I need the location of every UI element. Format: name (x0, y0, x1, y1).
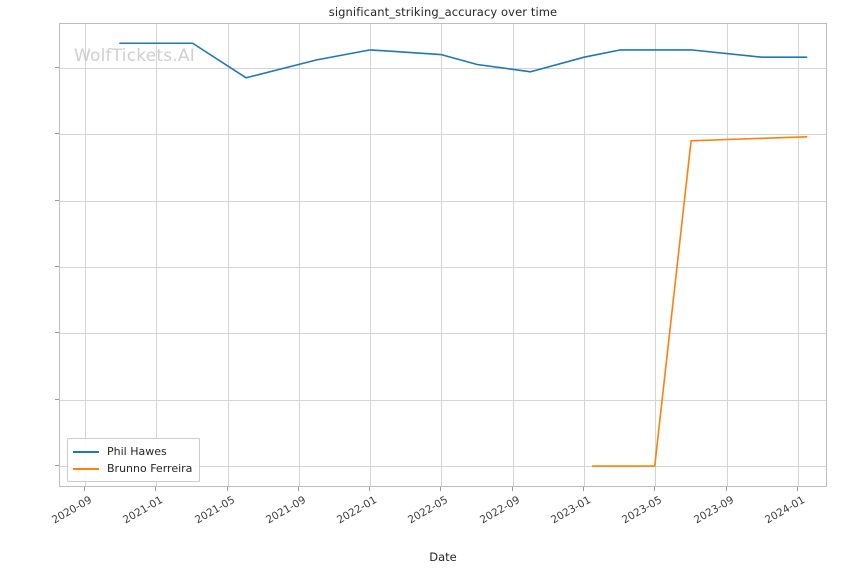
x-tick-label: 2022-05 (406, 494, 451, 527)
watermark: WolfTickets.AI (74, 46, 195, 66)
series-line-1 (119, 42, 808, 79)
x-tick-mark (297, 487, 299, 491)
x-tick-mark (155, 487, 157, 491)
legend-item-1[interactable]: Phil Hawes (73, 443, 192, 460)
gridline-vertical (156, 24, 158, 486)
gridline-horizontal (60, 134, 826, 136)
gridline-horizontal (60, 200, 826, 202)
gridline-vertical (441, 24, 443, 486)
chart-title: significant_striking_accuracy over time (328, 5, 558, 19)
gridline-vertical (512, 24, 514, 486)
legend-swatch-1 (73, 450, 99, 453)
x-tick-label: 2023-05 (620, 494, 665, 527)
x-tick-label: 2022-01 (335, 494, 380, 527)
x-axis-label: Date (429, 550, 457, 564)
x-tick-mark (797, 487, 799, 491)
y-tick-mark (55, 398, 59, 400)
y-tick-mark (55, 133, 59, 135)
x-tick-mark (725, 487, 727, 491)
y-tick-mark (55, 265, 59, 267)
gridline-vertical (227, 24, 229, 486)
legend-label-1: Phil Hawes (107, 445, 167, 458)
series-line-2 (591, 136, 808, 467)
gridline-vertical (370, 24, 372, 486)
series-layer (119, 42, 808, 467)
gridline-horizontal (60, 399, 826, 401)
y-tick-mark (55, 199, 59, 201)
x-tick-label: 2024-01 (763, 494, 808, 527)
gridline-vertical (85, 24, 87, 486)
gridline-vertical (584, 24, 586, 486)
y-tick-mark (55, 465, 59, 467)
x-tick-mark (654, 487, 656, 491)
x-tick-label: 2022-09 (477, 494, 522, 527)
legend-item-2[interactable]: Brunno Ferreira (73, 460, 192, 477)
y-tick-mark (55, 332, 59, 334)
x-tick-mark (511, 487, 513, 491)
x-tick-label: 2023-01 (549, 494, 594, 527)
x-tick-label: 2020-09 (50, 494, 95, 527)
plot-area: WolfTickets.AI (59, 23, 827, 487)
x-tick-mark (369, 487, 371, 491)
x-tick-mark (84, 487, 86, 491)
x-tick-label: 2023-09 (691, 494, 736, 527)
y-tick-mark (55, 66, 59, 68)
x-tick-mark (226, 487, 228, 491)
gridline-vertical (798, 24, 800, 486)
legend-label-2: Brunno Ferreira (107, 462, 193, 475)
x-tick-mark (583, 487, 585, 491)
gridline-horizontal (60, 67, 826, 69)
legend-swatch-2 (73, 467, 99, 470)
gridline-horizontal (60, 266, 826, 268)
gridline-vertical (726, 24, 728, 486)
gridline-horizontal (60, 333, 826, 335)
gridline-vertical (655, 24, 657, 486)
chart-legend[interactable]: Phil Hawes Brunno Ferreira (67, 438, 201, 482)
x-tick-label: 2021-01 (121, 494, 166, 527)
gridline-vertical (298, 24, 300, 486)
gridline-horizontal (60, 466, 826, 468)
x-tick-mark (440, 487, 442, 491)
x-tick-label: 2021-05 (192, 494, 237, 527)
x-tick-label: 2021-09 (263, 494, 308, 527)
